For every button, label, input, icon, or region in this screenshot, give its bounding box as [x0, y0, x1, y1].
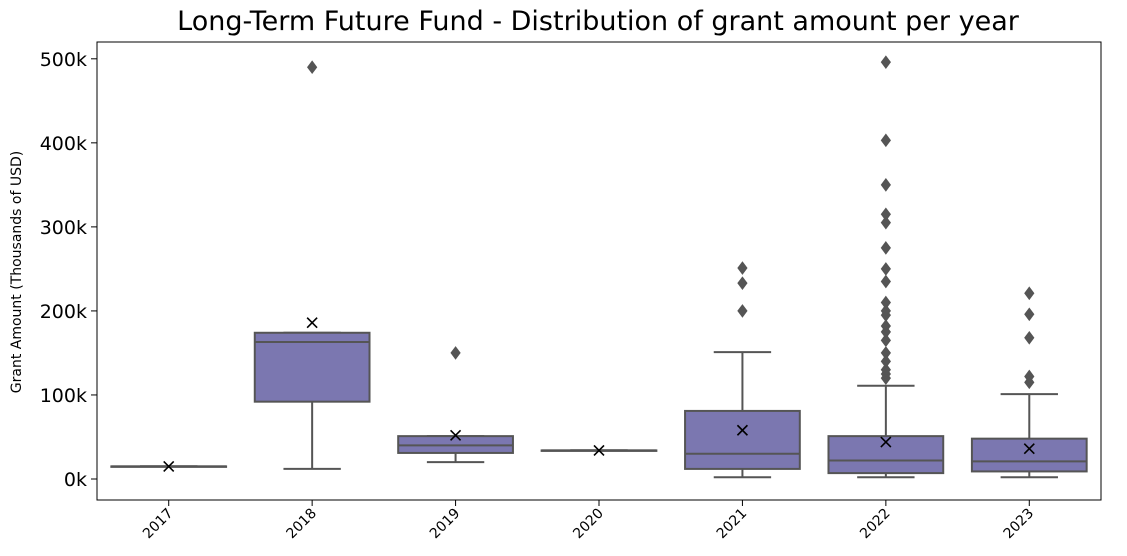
outlier-point [880, 304, 891, 318]
outlier-point [880, 241, 891, 255]
outlier-point [880, 362, 891, 377]
outlier-point [880, 333, 891, 348]
y-tick-label: 300k [40, 217, 87, 239]
outlier-point [880, 215, 891, 230]
outlier-point [880, 55, 891, 70]
box-iqr [970, 437, 1088, 473]
mean-marker [450, 429, 462, 441]
outlier-point [880, 346, 891, 360]
x-tick-label: 2022 [857, 506, 894, 543]
x-tick-label: 2021 [714, 506, 751, 543]
outlier-point [880, 207, 891, 222]
x-tick-label: 2017 [140, 506, 177, 543]
mean-marker [163, 460, 175, 472]
y-tick-label: 200k [40, 301, 87, 323]
outlier-point [880, 319, 891, 333]
mean-marker [880, 436, 892, 448]
outlier-point [737, 304, 748, 318]
outlier-point [1024, 330, 1035, 345]
outlier-point [307, 60, 318, 75]
box-iqr [253, 331, 371, 403]
outlier-point [737, 261, 748, 275]
x-tick-label: 2020 [570, 506, 607, 543]
outlier-point [1024, 369, 1035, 384]
y-tick-label: 100k [40, 385, 87, 407]
y-tick-label: 500k [40, 49, 87, 71]
outlier-point [880, 178, 891, 192]
mean-marker [736, 424, 748, 436]
outlier-point [1024, 307, 1035, 322]
x-tick-label: 2023 [1001, 506, 1038, 543]
outlier-point [880, 354, 891, 369]
outlier-point [737, 276, 748, 291]
chart-title: Long-Term Future Fund - Distribution of … [177, 6, 1020, 37]
mean-marker [593, 444, 605, 456]
outlier-point [880, 262, 891, 276]
outlier-point [1024, 286, 1035, 301]
plot-frame [96, 41, 1102, 501]
outlier-point [450, 346, 461, 360]
mean-marker [1023, 443, 1035, 455]
x-tick-label: 2019 [427, 506, 464, 543]
x-tick-label: 2018 [283, 506, 320, 543]
y-tick-label: 0k [64, 469, 87, 491]
box-iqr [684, 409, 801, 470]
y-tick-label: 400k [40, 133, 87, 155]
outlier-point [880, 274, 891, 289]
y-axis-label: Grant Amount (Thousands of USD) [9, 151, 25, 393]
outlier-point [880, 295, 891, 310]
plot-area: 0k 100k 200k 300k 400k 500k 2017 2018 2019 2020 20… [40, 41, 1102, 543]
mean-marker [306, 317, 318, 329]
outlier-point [880, 133, 891, 148]
